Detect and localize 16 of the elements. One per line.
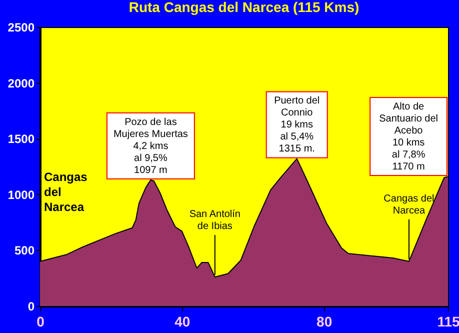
- annotation: Alto de Santuario del Acebo 10 kms al 7,8% 1170 m: [379, 102, 438, 173]
- annotation: Cangas del Narcea: [384, 193, 434, 216]
- annotation: San Antolín de Ibias: [189, 208, 240, 232]
- y-tick-label: 1500: [8, 132, 35, 146]
- x-tick-label: 40: [174, 314, 190, 330]
- chart-title: Ruta Cangas del Narcea (115 Kms): [128, 0, 360, 15]
- annotation: Puerto del Connio 19 kms al 5,4% 1315 m.: [274, 96, 320, 155]
- annotation: Pozo de las Mujeres Muertas 4,2 kms al 9,5% 1097 m: [113, 116, 188, 176]
- y-tick-label: 2500: [8, 20, 35, 34]
- y-tick-label: 1000: [8, 188, 35, 202]
- y-tick-label: 2000: [8, 76, 35, 90]
- annotation: Cangas del Narcea: [44, 170, 88, 214]
- x-tick-label: 0: [36, 314, 45, 330]
- y-tick-label: 500: [14, 244, 35, 258]
- x-tick-label: 80: [316, 314, 332, 330]
- y-tick-label: 0: [28, 300, 35, 314]
